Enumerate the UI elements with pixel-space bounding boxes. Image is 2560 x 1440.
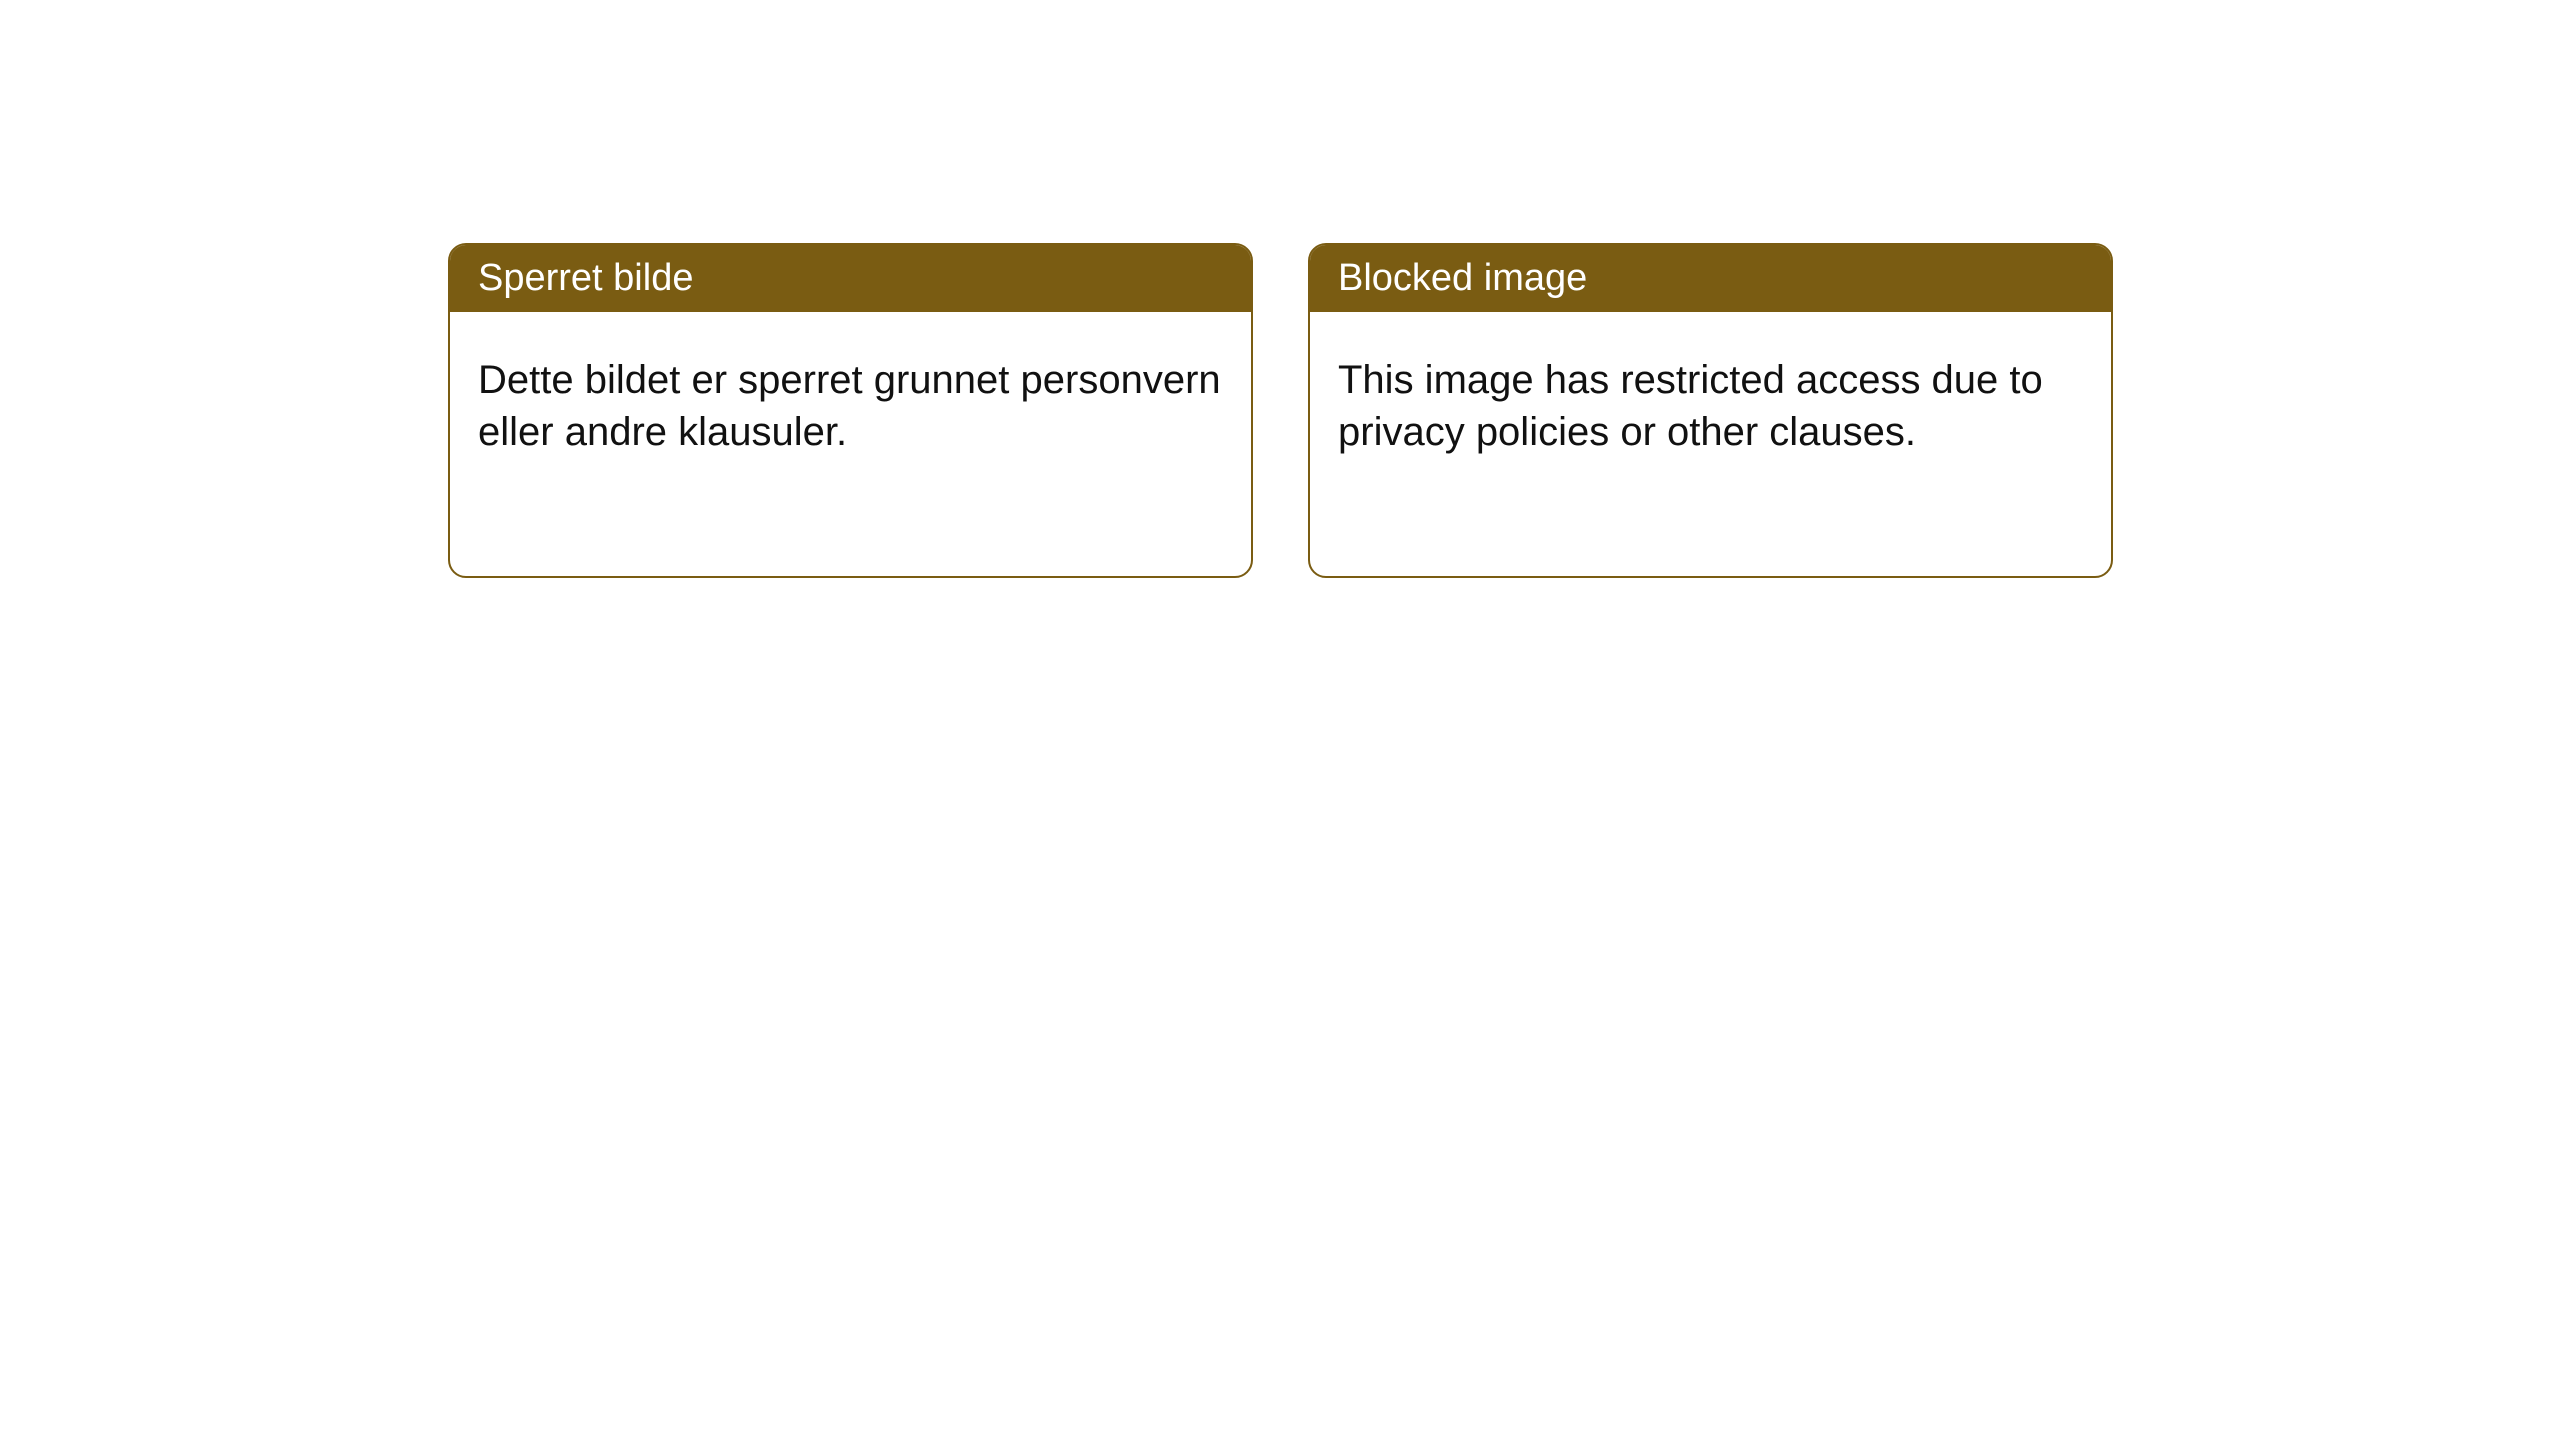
notice-card-english: Blocked image This image has restricted … (1308, 243, 2113, 578)
notice-card-body: This image has restricted access due to … (1310, 312, 2111, 500)
notice-card-norwegian: Sperret bilde Dette bildet er sperret gr… (448, 243, 1253, 578)
notice-card-title: Blocked image (1310, 245, 2111, 312)
notice-cards-container: Sperret bilde Dette bildet er sperret gr… (448, 243, 2113, 578)
notice-card-body: Dette bildet er sperret grunnet personve… (450, 312, 1251, 500)
notice-card-title: Sperret bilde (450, 245, 1251, 312)
